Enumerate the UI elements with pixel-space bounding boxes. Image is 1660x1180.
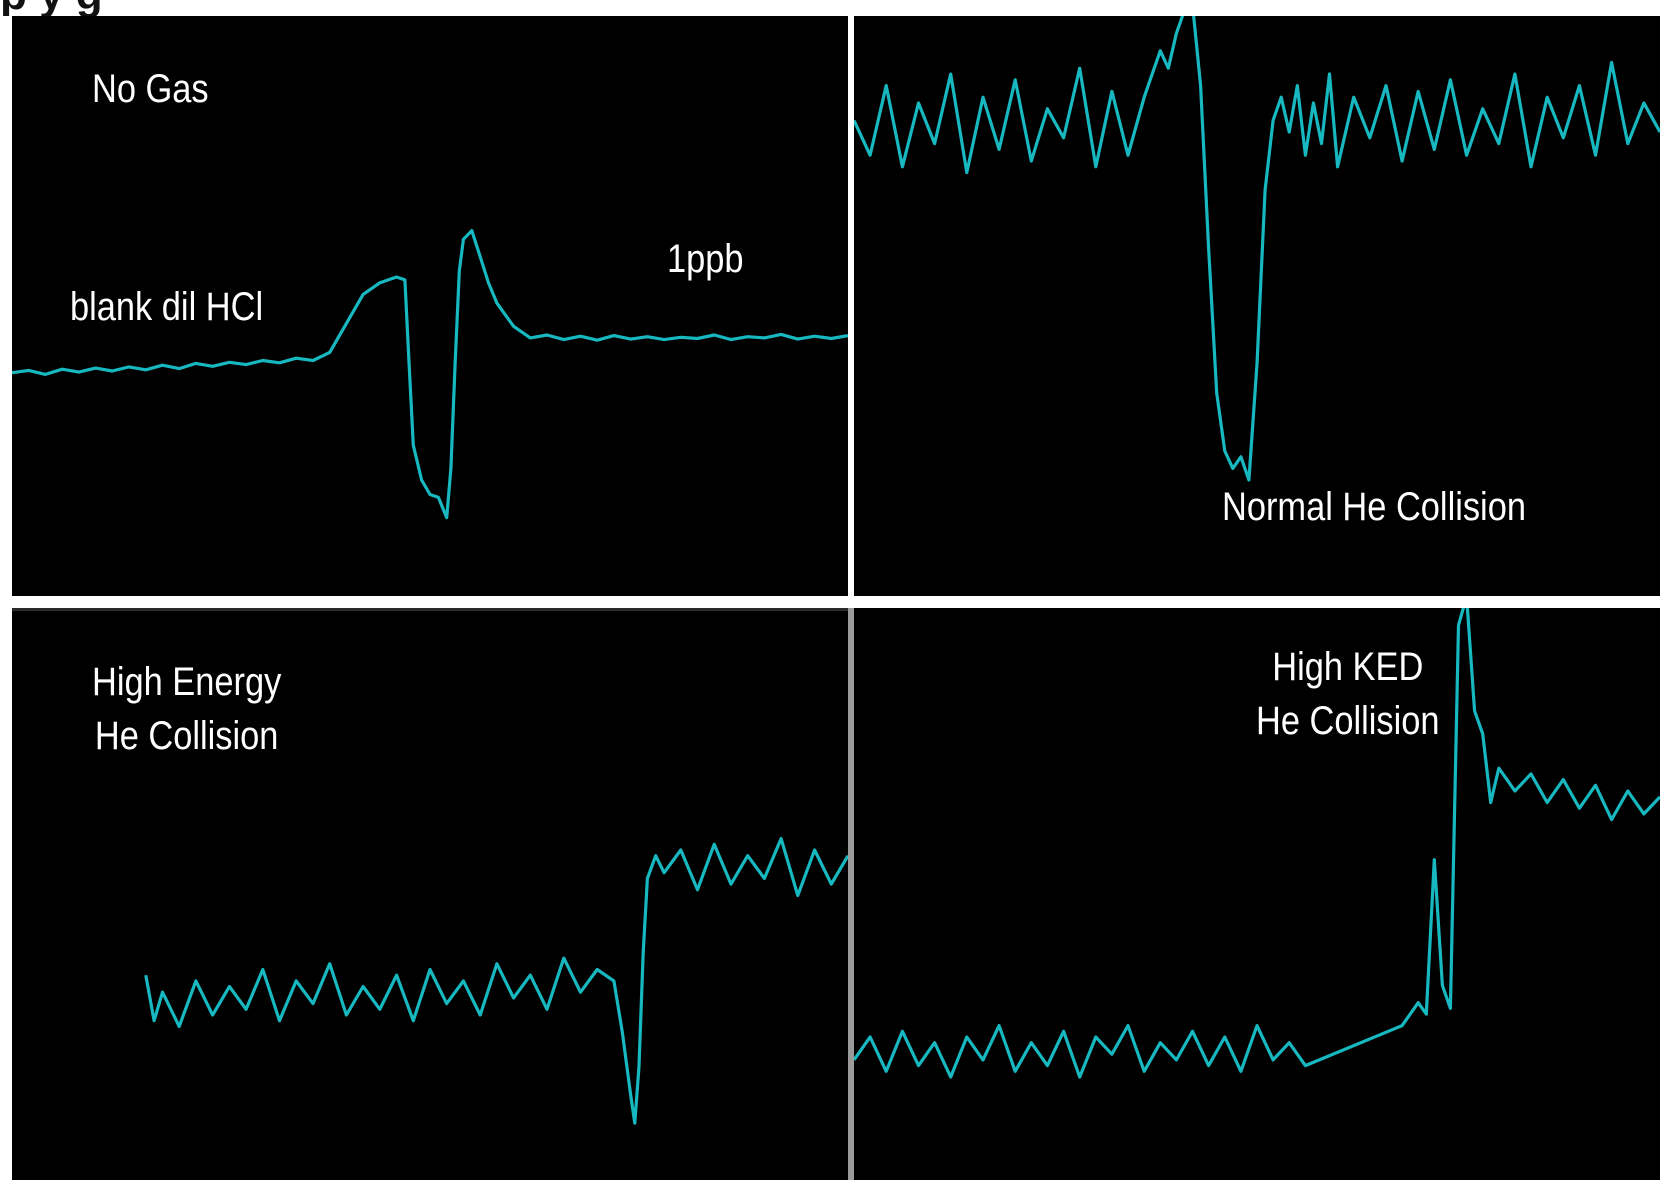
chart-svg-normal-he [854, 16, 1660, 482]
chart-panel-high-energy-he: High Energy He Collision [12, 608, 848, 1180]
chart-panel-normal-he: Normal He Collision [854, 16, 1660, 596]
series-line-normal-he-0 [854, 16, 1660, 482]
series-line-high-ked-he-0 [854, 608, 1660, 1079]
page-title-text: p y g [0, 0, 103, 16]
chart-panel-high-ked-he: High KED He Collision [854, 608, 1660, 1180]
series-line-high-energy-he-0 [144, 837, 848, 1125]
annotation-high-energy-he-collision: High Energy He Collision [92, 660, 282, 759]
annotation-1ppb: 1ppb [667, 237, 744, 281]
chart-panel-no-gas: No Gas blank dil HCl 1ppb [12, 16, 848, 596]
chart-svg-no-gas [12, 229, 848, 520]
chart-svg-high-energy-he [144, 837, 848, 1125]
annotation-no-gas: No Gas [92, 67, 209, 111]
series-line-no-gas-0 [12, 229, 848, 520]
page-title-fragment: p y g [0, 0, 1660, 16]
annotation-high-ked-he-collision: High KED He Collision [1256, 645, 1440, 744]
annotation-normal-he-collision: Normal He Collision [1222, 485, 1526, 529]
chart-svg-high-ked-he [854, 608, 1660, 1079]
annotation-blank-dil-hcl: blank dil HCl [70, 285, 264, 329]
panel-divider [848, 608, 854, 1180]
